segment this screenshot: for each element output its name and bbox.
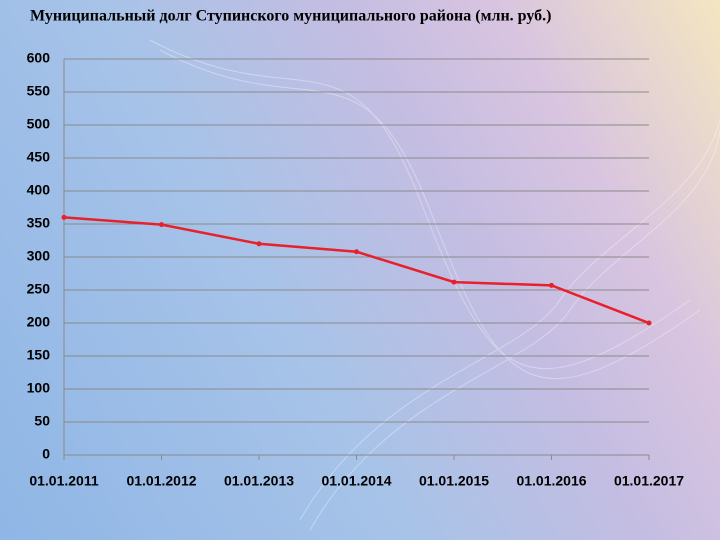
chart-title: Муниципальный долг Ступинского муниципал… [30, 8, 551, 25]
y-tick-label: 450 [27, 149, 51, 165]
point [549, 282, 554, 288]
x-tick-label: 01.01.2017 [614, 473, 684, 489]
y-tick-label: 550 [27, 83, 51, 99]
y-tick-label: 100 [27, 380, 51, 396]
y-tick-label: 300 [27, 248, 51, 264]
y-tick-label: 0 [42, 446, 50, 462]
y-tick-label: 500 [27, 116, 51, 132]
point [159, 222, 164, 228]
y-tick-label: 200 [27, 314, 51, 330]
y-tick-label: 400 [27, 182, 51, 198]
point [646, 320, 652, 326]
decoration [149, 39, 720, 531]
y-tick-label: 250 [27, 281, 51, 297]
x-tick-label: 01.01.2015 [419, 473, 489, 489]
y-tick-label: 600 [27, 50, 51, 66]
x-tick-label: 01.01.2014 [321, 473, 391, 489]
y-tick-label: 50 [34, 413, 50, 429]
point [354, 249, 359, 255]
point [451, 279, 457, 285]
x-tick-label: 01.01.2012 [126, 473, 196, 489]
line [63, 216, 650, 325]
x-tick-label: 01.01.2011 [29, 473, 99, 489]
point [256, 241, 262, 247]
y-tick-label: 350 [27, 215, 51, 231]
x-tick-label: 01.01.2013 [224, 473, 294, 489]
x-tick-label: 01.01.2016 [516, 473, 586, 489]
point [61, 214, 67, 220]
y-tick-label: 150 [27, 347, 51, 363]
